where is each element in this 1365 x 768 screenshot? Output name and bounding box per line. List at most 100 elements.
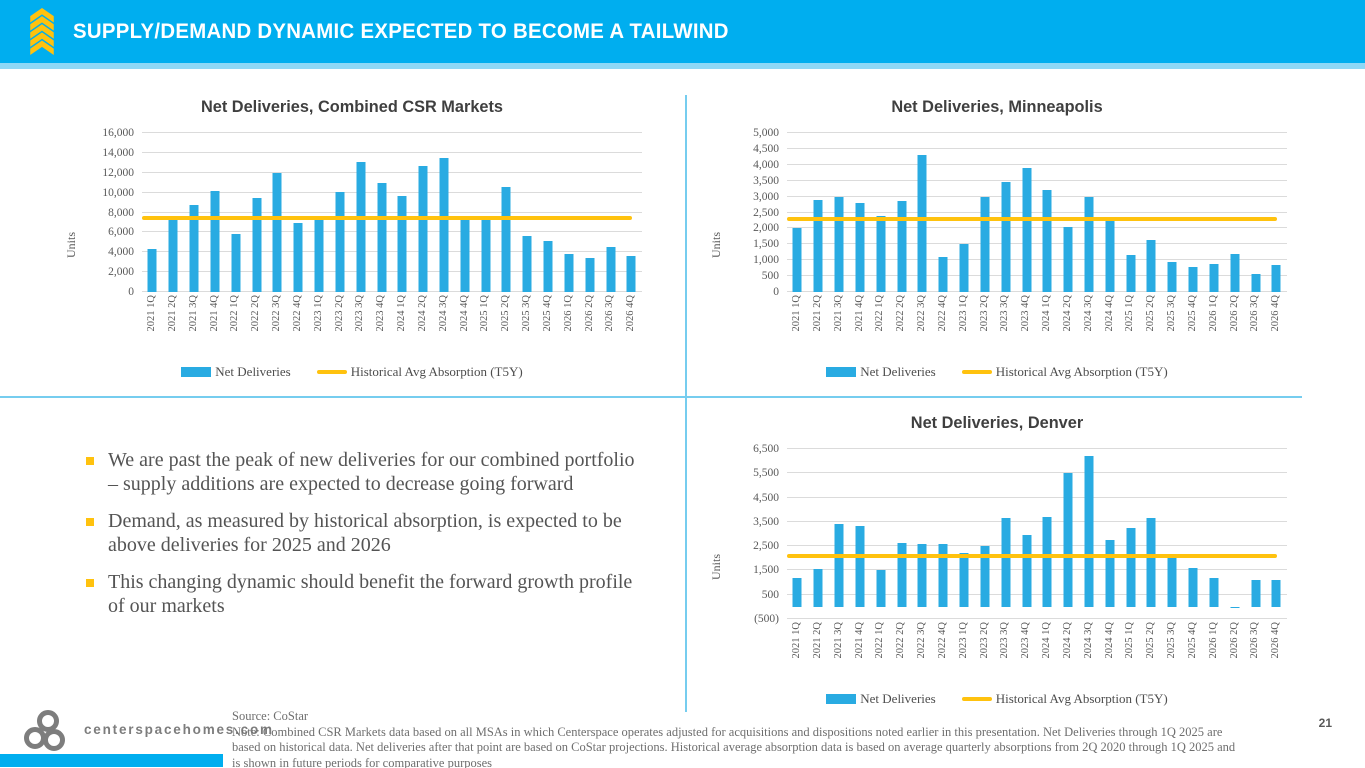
bar xyxy=(980,196,990,292)
plot-area xyxy=(787,448,1287,619)
bar-cell xyxy=(870,449,891,619)
bar-cell xyxy=(1204,133,1225,292)
bar xyxy=(1063,226,1073,292)
bar xyxy=(1146,518,1156,607)
legend-item: Historical Avg Absorption (T5Y) xyxy=(316,364,523,380)
chart-title: Net Deliveries, Denver xyxy=(910,413,1084,432)
bar-series xyxy=(787,449,1287,619)
x-tick-label: 2022 2Q xyxy=(895,622,907,659)
bar xyxy=(1251,580,1261,607)
x-tick-label: 2026 1Q xyxy=(1207,622,1219,659)
x-tick-label: 2025 1Q xyxy=(1124,622,1136,659)
x-tick-label: 2021 4Q xyxy=(853,295,865,332)
x-tick-label: 2026 2Q xyxy=(1228,622,1240,659)
x-tick-label: 2021 2Q xyxy=(811,295,823,332)
x-tick-label: 2021 4Q xyxy=(853,622,865,659)
y-tick-label: 2,000 xyxy=(108,266,134,279)
bar xyxy=(168,216,178,292)
bar xyxy=(1105,220,1115,292)
centerspace-rings-logo xyxy=(24,710,65,751)
x-tick-label: 2022 2Q xyxy=(895,295,907,332)
bar xyxy=(792,577,802,607)
y-tick-label: 2,000 xyxy=(753,222,779,235)
bar xyxy=(959,553,969,607)
bar-cell xyxy=(600,133,621,292)
line-swatch-icon xyxy=(316,370,347,374)
x-tick-label: 2026 4Q xyxy=(625,295,637,332)
x-tick-label: 2025 1Q xyxy=(1124,295,1136,332)
bar-cell xyxy=(392,133,413,292)
bar xyxy=(314,220,324,292)
x-tick-label: 2021 1Q xyxy=(146,295,158,332)
gridline xyxy=(142,191,642,193)
x-tick-label: 2026 2Q xyxy=(583,295,595,332)
bar xyxy=(813,569,823,607)
y-tick-label: 3,500 xyxy=(753,174,779,187)
bar-cell xyxy=(1099,133,1120,292)
bar-cell xyxy=(995,449,1016,619)
bar-swatch-icon xyxy=(181,367,212,377)
y-tick-label: 0 xyxy=(128,286,134,298)
x-tick-label: 2025 2Q xyxy=(1145,295,1157,332)
bar xyxy=(980,546,990,607)
bar-cell xyxy=(184,133,205,292)
bar-cell xyxy=(954,133,975,292)
bar-cell xyxy=(350,133,371,292)
bar-cell xyxy=(329,133,350,292)
x-tick-label: 2021 3Q xyxy=(832,622,844,659)
y-tick-label: 1,500 xyxy=(753,238,779,251)
y-axis-ticks: 0 2,000 4,000 6,000 8,000 10,000 12,000 14,000 1… xyxy=(80,127,142,298)
bar xyxy=(1271,264,1281,292)
bar-cell xyxy=(246,133,267,292)
bar-cell xyxy=(1141,449,1162,619)
bar-swatch-icon xyxy=(826,694,857,704)
bar-cell xyxy=(829,133,850,292)
gridline xyxy=(787,147,1287,149)
bullet-item: Demand, as measured by historical absorp… xyxy=(86,509,646,557)
bar xyxy=(1188,568,1198,607)
bar xyxy=(481,220,491,292)
x-tick-label: 2022 3Q xyxy=(916,295,928,332)
gridline xyxy=(787,227,1287,229)
bullet-item: We are past the peak of new deliveries f… xyxy=(86,448,646,496)
bar xyxy=(335,191,345,292)
x-tick-label: 2023 4Q xyxy=(1020,295,1032,332)
x-tick-label: 2022 4Q xyxy=(936,622,948,659)
bar-cell xyxy=(1141,133,1162,292)
bar-cell xyxy=(142,133,163,292)
y-tick-label: 12,000 xyxy=(102,166,134,179)
historical-avg-line xyxy=(787,553,1277,558)
bar-cell xyxy=(309,133,330,292)
y-tick-label: 500 xyxy=(761,270,779,283)
legend-item: Historical Avg Absorption (T5Y) xyxy=(961,691,1168,707)
legend-label: Historical Avg Absorption (T5Y) xyxy=(995,691,1168,706)
y-axis-label: Units xyxy=(708,232,723,259)
bar xyxy=(813,199,823,292)
x-tick-label: 2025 3Q xyxy=(521,295,533,332)
x-tick-label: 2026 1Q xyxy=(1207,295,1219,332)
bar-cell xyxy=(891,449,912,619)
x-tick-label: 2022 1Q xyxy=(874,295,886,332)
x-tick-label: 2026 3Q xyxy=(1249,295,1261,332)
x-tick-label: 2021 2Q xyxy=(811,622,823,659)
bar-cell xyxy=(204,133,225,292)
bar xyxy=(1105,540,1115,607)
x-tick-label: 2024 2Q xyxy=(1061,622,1073,659)
bar-cell xyxy=(1162,133,1183,292)
gridline xyxy=(142,251,642,253)
bar xyxy=(1084,196,1094,292)
bar xyxy=(585,258,595,292)
x-tick-label: 2021 1Q xyxy=(791,622,803,659)
bar-cell xyxy=(1099,449,1120,619)
bar-cell xyxy=(496,133,517,292)
bar-cell xyxy=(829,449,850,619)
x-tick-label: 2025 2Q xyxy=(1145,622,1157,659)
yellow-chevrons-up-icon xyxy=(30,8,54,55)
legend-label: Net Deliveries xyxy=(860,364,936,379)
chart-canvas: Units 0 500 1,000 1,500 2,000 2,500 3,000 3,500… xyxy=(707,127,1287,358)
bar xyxy=(1042,517,1052,607)
y-tick-label: 4,500 xyxy=(753,491,779,504)
bar-cell xyxy=(1224,449,1245,619)
bar xyxy=(397,195,407,292)
bullet-square-icon xyxy=(86,579,94,587)
